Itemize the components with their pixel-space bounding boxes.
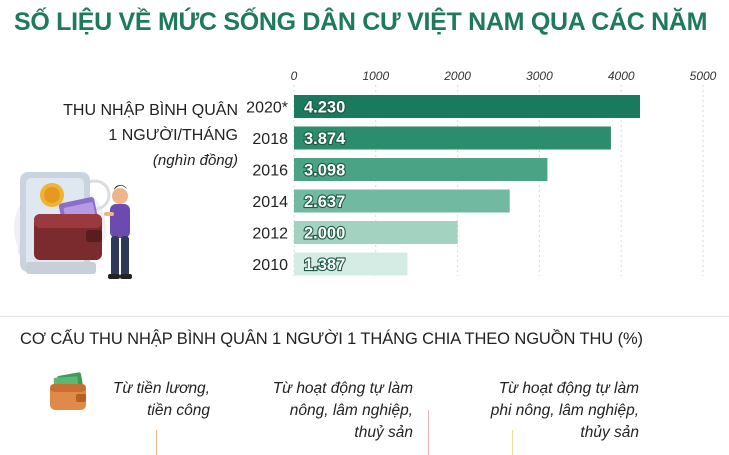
source-agriculture-marker — [428, 410, 429, 455]
income-unit-label: (nghìn đồng) — [152, 152, 238, 169]
category-label: 2012 — [252, 226, 288, 243]
source-non-agriculture: Từ hoạt động tự làm phi nông, lâm nghiệp… — [490, 380, 639, 441]
source-wage: Từ tiền lương, tiền công — [112, 380, 210, 419]
page-title: SỐ LIỆU VỀ MỨC SỐNG DÂN CƯ VIỆT NAM QUA … — [14, 8, 708, 36]
bar — [294, 95, 641, 118]
person-phone-wallet-icon — [14, 172, 132, 279]
x-tick-label: 3000 — [526, 69, 553, 83]
data-label: 2.000 — [304, 225, 345, 243]
category-label: 2018 — [252, 131, 288, 148]
category-label: 2014 — [252, 194, 288, 211]
x-tick-label: 1000 — [362, 69, 389, 83]
structure-section-title: CƠ CẤU THU NHẬP BÌNH QUÂN 1 NGƯỜI 1 THÁN… — [20, 330, 643, 348]
x-tick-label: 2000 — [443, 69, 471, 83]
data-label: 2.637 — [304, 193, 345, 211]
section-divider — [0, 316, 729, 317]
income-label-line2: 1 NGƯỜI/THÁNG — [108, 127, 238, 144]
wallet-money-icon — [50, 372, 86, 410]
bar — [294, 158, 548, 181]
data-label: 1.387 — [304, 256, 345, 274]
source-wage-marker — [156, 430, 157, 455]
bar — [294, 221, 458, 244]
x-axis-ticks: 0 1000 2000 3000 4000 5000 — [291, 69, 717, 83]
income-label: THU NHẬP BÌNH QUÂN 1 NGƯỜI/THÁNG (nghìn … — [22, 98, 238, 173]
x-tick-label: 4000 — [608, 69, 635, 83]
income-label-line1: THU NHẬP BÌNH QUÂN — [63, 102, 238, 119]
category-label: 2016 — [252, 163, 288, 180]
bar — [294, 252, 408, 276]
data-label: 3.874 — [304, 130, 346, 148]
bar — [294, 189, 510, 213]
data-label: 3.098 — [304, 162, 345, 180]
source-agriculture: Từ hoạt động tự làm nông, lâm nghiệp, th… — [272, 380, 413, 441]
chart-bars: 2020* 4.230 2018 3.874 2016 3.098 2014 2.637 201… — [246, 95, 641, 276]
bar — [294, 126, 611, 150]
category-label: 2010 — [252, 257, 288, 274]
data-label: 4.230 — [304, 99, 345, 117]
x-tick-label: 5000 — [690, 69, 717, 83]
category-label: 2020* — [246, 100, 288, 117]
x-tick-label: 0 — [291, 69, 298, 83]
source-non-agriculture-marker — [512, 430, 513, 455]
income-bar-chart: 0 1000 2000 3000 4000 5000 2020* 4.230 2018 3.87… — [14, 69, 717, 279]
